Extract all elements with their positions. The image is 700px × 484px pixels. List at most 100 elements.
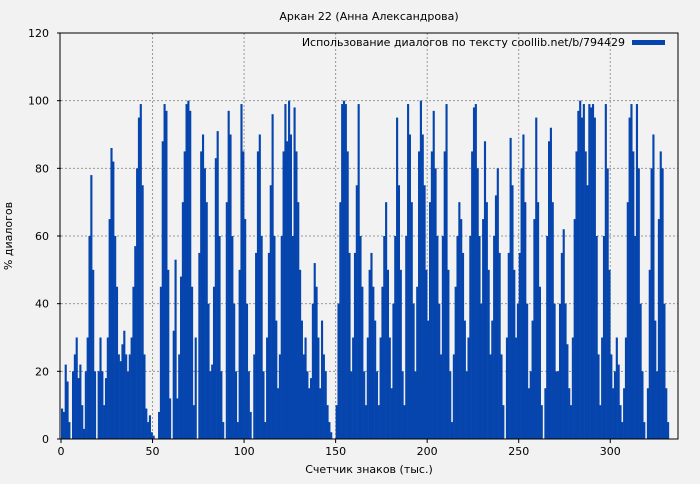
bar	[401, 371, 404, 439]
bar	[73, 354, 76, 439]
bar	[220, 371, 223, 439]
bar	[180, 276, 183, 439]
bar	[500, 354, 503, 439]
bar	[429, 202, 432, 439]
bar	[586, 185, 589, 439]
bar	[482, 219, 485, 439]
bar	[569, 405, 573, 439]
bar	[123, 330, 126, 439]
bar	[282, 151, 285, 439]
bar	[311, 303, 314, 439]
bar	[386, 269, 390, 439]
bar	[293, 107, 296, 439]
bar	[260, 236, 263, 439]
bar	[518, 252, 521, 439]
x-axis-label: Счетчик знаков (тыс.)	[305, 463, 433, 476]
bar	[147, 422, 150, 439]
bar	[461, 252, 465, 439]
bar	[110, 148, 113, 440]
bar	[114, 236, 117, 439]
bar	[604, 104, 607, 440]
bar	[62, 411, 65, 439]
bar	[227, 110, 230, 440]
bar	[540, 405, 543, 439]
legend: Использование диалогов по тексту coollib…	[302, 36, 665, 49]
bar	[390, 388, 393, 439]
bar	[381, 286, 384, 439]
bar	[524, 202, 527, 439]
bar	[342, 100, 346, 440]
bar	[637, 168, 640, 440]
bar	[103, 405, 106, 439]
bar	[313, 263, 316, 439]
bar	[577, 110, 580, 440]
bar	[346, 151, 349, 439]
bar	[374, 320, 377, 439]
bar	[267, 252, 271, 439]
bar	[502, 405, 505, 439]
bar	[403, 405, 406, 439]
bar	[130, 337, 133, 439]
bar	[379, 337, 382, 439]
bar	[66, 381, 69, 439]
bar	[187, 100, 190, 440]
bar	[106, 337, 109, 439]
bar	[385, 202, 388, 439]
bar	[458, 202, 461, 439]
bar	[410, 202, 413, 439]
bar	[643, 422, 646, 439]
bar	[438, 303, 441, 439]
bar	[75, 337, 78, 439]
bar	[557, 371, 560, 439]
x-axis: 0 50 100 150 200 250 300	[58, 439, 621, 458]
bar	[621, 422, 624, 439]
bar	[472, 107, 476, 439]
bar	[178, 354, 181, 439]
bar	[335, 405, 338, 439]
bar	[558, 303, 562, 439]
bar	[108, 219, 111, 439]
bar	[225, 202, 228, 439]
x-tick-label: 200	[417, 445, 438, 458]
bar	[443, 151, 446, 439]
bar	[474, 104, 477, 440]
bar	[595, 236, 598, 439]
bar	[628, 117, 631, 439]
bar	[115, 286, 119, 439]
bar	[234, 371, 238, 439]
bar	[471, 151, 474, 439]
bar	[322, 354, 325, 439]
bar	[632, 151, 635, 439]
bar	[121, 344, 124, 439]
bar	[489, 354, 492, 439]
bar	[266, 337, 269, 439]
y-tick-label: 120	[28, 27, 49, 40]
bar	[452, 354, 455, 439]
bar	[218, 236, 221, 439]
bar	[99, 337, 102, 439]
bar	[82, 428, 86, 439]
y-tick-label: 60	[35, 230, 49, 243]
bar	[551, 202, 554, 439]
bar	[163, 104, 166, 440]
bar	[498, 252, 501, 439]
bar	[189, 110, 192, 440]
bar	[192, 405, 195, 439]
bar	[469, 236, 472, 439]
bar	[320, 320, 324, 439]
bar	[463, 320, 466, 439]
bar	[425, 269, 428, 439]
bar	[249, 411, 252, 439]
bar	[483, 141, 487, 439]
bar	[624, 337, 628, 439]
bar	[460, 219, 463, 439]
bar	[602, 236, 606, 439]
x-tick-label: 0	[58, 445, 65, 458]
bar	[388, 337, 391, 439]
bar	[269, 185, 272, 439]
bar	[128, 354, 131, 439]
bar	[77, 378, 80, 439]
bar	[97, 371, 100, 439]
bar	[136, 168, 139, 440]
